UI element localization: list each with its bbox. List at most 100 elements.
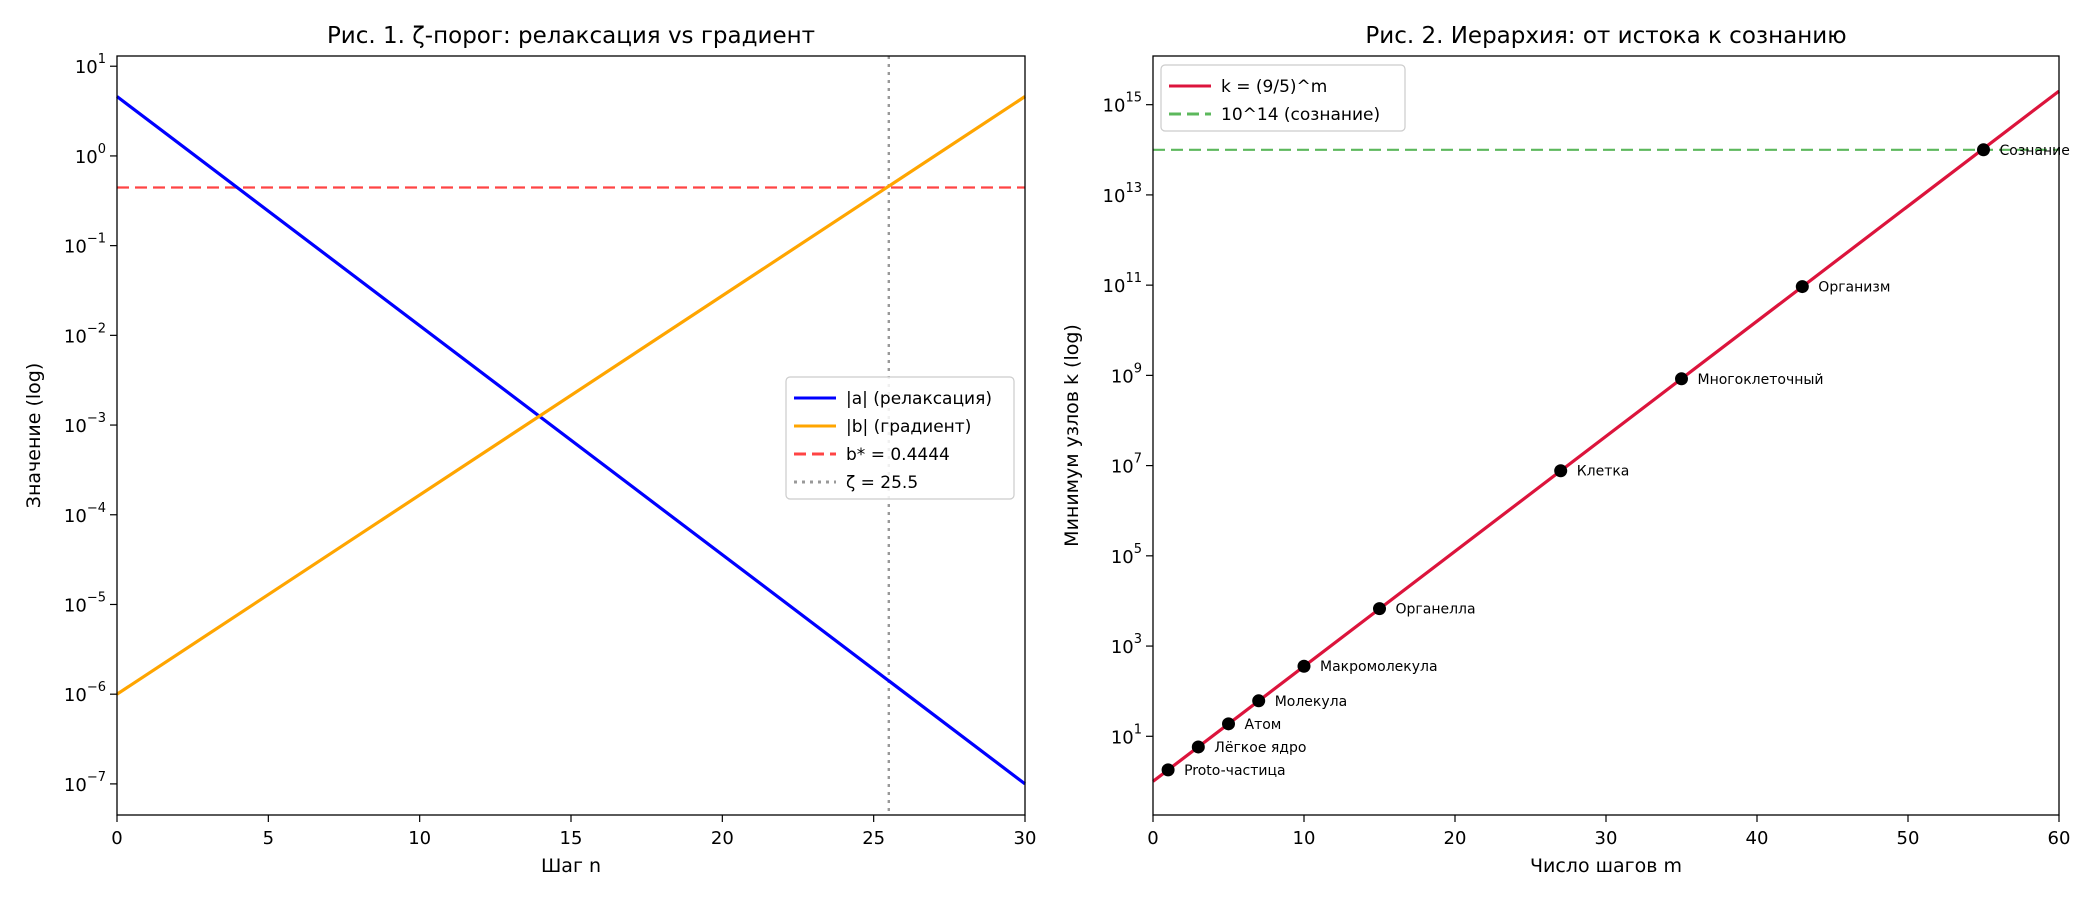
chart-title: Рис. 1. ζ-порог: релаксация vs градиент xyxy=(327,23,815,49)
y-tick-exp-2: −5 xyxy=(87,590,106,605)
legend-box xyxy=(1160,64,1406,132)
y-tick-base-6: 10 xyxy=(64,237,87,258)
point-label-6: Клетка xyxy=(1577,464,1630,480)
y-tick-label-7: 100 xyxy=(75,142,106,168)
legend-label-0: k = (9/5)^m xyxy=(1221,77,1327,97)
y-tick-base-6: 10 xyxy=(1103,186,1126,207)
y-tick-base-5: 10 xyxy=(64,326,87,347)
y-tick-base-3: 10 xyxy=(1111,457,1134,478)
point-label-7: Многоклеточный xyxy=(1698,372,1824,388)
y-tick-exp-5: −2 xyxy=(87,321,106,336)
y-tick-exp-3: 7 xyxy=(1134,452,1142,467)
y-tick-base-2: 10 xyxy=(1111,547,1134,568)
legend: |a| (релаксация) |b| (градиент) b* = 0.444… xyxy=(785,376,1015,500)
x-tick-label-5: 25 xyxy=(862,828,885,849)
x-axis-label: Шаг n xyxy=(541,855,601,877)
data-point-2 xyxy=(1222,717,1235,731)
y-tick-label-5: 1011 xyxy=(1103,271,1142,297)
y-tick-label-1: 10−6 xyxy=(64,680,106,706)
point-label-4: Макромолекула xyxy=(1320,659,1438,675)
legend-label-2: b* = 0.4444 xyxy=(846,445,950,465)
chart-hierarchy: Proto-частица Лёгкое ядро Атом Молекула Макр… xyxy=(1061,23,2070,877)
point-label-1: Лёгкое ядро xyxy=(1214,740,1306,756)
y-tick-label-6: 1013 xyxy=(1103,181,1142,207)
data-point-6 xyxy=(1554,464,1568,478)
y-tick-label-2: 105 xyxy=(1111,542,1142,568)
x-tick-label-5: 50 xyxy=(1897,828,1920,849)
y-tick-exp-0: 1 xyxy=(1134,722,1142,737)
x-tick-label-3: 30 xyxy=(1595,828,1618,849)
y-tick-exp-6: −1 xyxy=(87,232,106,247)
point-label-2: Атом xyxy=(1245,717,1282,733)
y-tick-label-2: 10−5 xyxy=(64,590,106,616)
point-label-9: Сознание xyxy=(2000,143,2070,159)
y-tick-label-6: 10−1 xyxy=(64,232,106,258)
data-point-5 xyxy=(1373,602,1386,616)
y-tick-label-3: 107 xyxy=(1111,452,1142,478)
y-tick-base-5: 10 xyxy=(1103,276,1126,297)
point-label-0: Proto-частица xyxy=(1184,763,1286,779)
x-tick-label-6: 60 xyxy=(2048,828,2071,849)
y-tick-base-1: 10 xyxy=(1111,637,1134,658)
y-tick-label-7: 1015 xyxy=(1103,91,1142,117)
y-tick-exp-3: −4 xyxy=(87,501,106,516)
y-tick-base-7: 10 xyxy=(75,147,98,168)
legend-label-3: ζ = 25.5 xyxy=(846,473,918,493)
x-axis-label: Число шагов m xyxy=(1530,855,1682,877)
y-tick-label-8: 101 xyxy=(75,52,106,78)
x-tick-label-1: 10 xyxy=(1293,828,1316,849)
y-tick-exp-7: 15 xyxy=(1125,91,1142,106)
x-tick-label-2: 10 xyxy=(408,828,431,849)
x-tick-label-0: 0 xyxy=(111,828,122,849)
legend-label-0: |a| (релаксация) xyxy=(846,389,992,409)
y-tick-base-3: 10 xyxy=(64,506,87,527)
point-label-8: Организм xyxy=(1818,280,1890,296)
x-tick-label-3: 15 xyxy=(560,828,583,849)
legend-box xyxy=(785,376,1015,500)
data-point-0 xyxy=(1161,763,1175,777)
y-tick-label-4: 10−3 xyxy=(64,411,106,437)
y-tick-exp-2: 5 xyxy=(1134,542,1142,557)
x-tick-label-2: 20 xyxy=(1444,828,1467,849)
y-tick-exp-5: 11 xyxy=(1125,271,1142,286)
y-tick-exp-8: 1 xyxy=(98,52,106,67)
y-tick-exp-4: −3 xyxy=(87,411,106,426)
y-tick-exp-1: 3 xyxy=(1134,632,1142,647)
y-tick-base-4: 10 xyxy=(1111,366,1134,387)
y-tick-exp-1: −6 xyxy=(87,680,106,695)
series-line-0 xyxy=(1152,89,2060,783)
y-tick-label-5: 10−2 xyxy=(64,321,106,347)
y-tick-base-8: 10 xyxy=(75,57,98,78)
y-tick-label-3: 10−4 xyxy=(64,501,106,527)
data-point-3 xyxy=(1252,694,1266,708)
x-tick-label-4: 20 xyxy=(711,828,734,849)
data-point-4 xyxy=(1297,659,1311,673)
y-tick-exp-4: 9 xyxy=(1134,361,1142,376)
y-tick-label-1: 103 xyxy=(1111,632,1142,658)
series-line-1 xyxy=(116,95,1026,696)
data-point-7 xyxy=(1675,372,1688,386)
x-tick-label-0: 0 xyxy=(1147,828,1158,849)
y-tick-label-0: 101 xyxy=(1111,722,1142,748)
point-label-5: Органелла xyxy=(1396,602,1476,618)
y-tick-base-0: 10 xyxy=(1111,727,1134,748)
chart-relaxation-vs-gradient: 0 5 10 15 20 25 3010−710−610−510−410−310−210−1… xyxy=(23,23,1036,877)
y-tick-exp-0: −7 xyxy=(87,770,106,785)
legend-label-1: |b| (градиент) xyxy=(846,417,971,437)
y-axis-label: Значение (log) xyxy=(23,363,45,508)
y-tick-base-1: 10 xyxy=(64,685,87,706)
data-point-8 xyxy=(1795,280,1809,294)
y-tick-base-7: 10 xyxy=(1103,96,1126,117)
data-point-9 xyxy=(1977,143,1990,157)
point-label-3: Молекула xyxy=(1275,694,1347,710)
y-tick-exp-7: 0 xyxy=(98,142,106,157)
legend: k = (9/5)^m 10^14 (сознание) xyxy=(1160,64,1406,132)
x-tick-label-6: 30 xyxy=(1014,828,1037,849)
x-tick-label-4: 40 xyxy=(1746,828,1769,849)
y-tick-base-0: 10 xyxy=(64,775,87,796)
chart-title: Рис. 2. Иерархия: от истока к сознанию xyxy=(1365,23,1846,49)
y-tick-base-2: 10 xyxy=(64,595,87,616)
y-tick-label-4: 109 xyxy=(1111,361,1142,387)
y-axis-label: Минимум узлов k (log) xyxy=(1061,324,1083,547)
